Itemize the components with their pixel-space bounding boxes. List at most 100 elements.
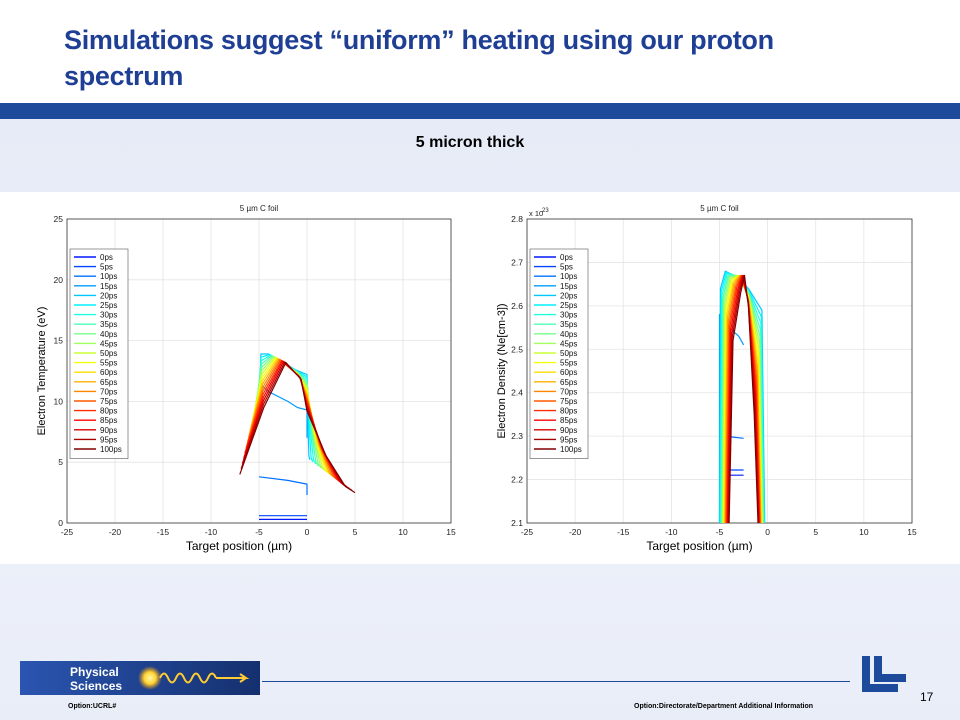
footer-left-text: Option:UCRL# [68, 703, 117, 710]
legend-label: 100ps [560, 445, 582, 454]
series-line [726, 274, 760, 524]
physical-sciences-logo: Physical Sciences [20, 661, 260, 695]
series-line [258, 353, 314, 463]
y-tick-label: 10 [54, 396, 64, 406]
series-line [256, 354, 317, 465]
legend-label: 10ps [560, 272, 577, 281]
y-tick-label: 2.5 [511, 344, 523, 354]
x-tick-label: -15 [617, 527, 630, 537]
logo-line2: Sciences [70, 679, 122, 693]
legend-label: 90ps [560, 426, 577, 435]
y-tick-label: 0 [58, 518, 63, 528]
y-axis-label: Electron Temperature (eV) [36, 307, 48, 436]
y-tick-label: 5 [58, 457, 63, 467]
y-multiplier: x 10 [529, 209, 543, 218]
charts-svg: -25 -20 -15 -10 -5 0 5 10 15 0 5 10 15 20 25 Target pos… [36, 204, 917, 553]
legend-label: 45ps [560, 339, 577, 348]
series-line [255, 355, 319, 467]
legend-label: 55ps [560, 359, 577, 368]
title-divider-bar [0, 103, 960, 119]
series-line [258, 476, 308, 495]
slide-subtitle: 5 micron thick [415, 134, 525, 151]
y-tick-label: 2.8 [511, 214, 523, 224]
series-line [241, 360, 350, 489]
x-tick-label: 5 [353, 527, 358, 537]
legend-label: 20ps [560, 291, 577, 300]
x-tick-label: -25 [61, 527, 74, 537]
legend-label: 85ps [100, 416, 117, 425]
legend-label: 15ps [100, 282, 117, 291]
x-tick-label: 15 [446, 527, 456, 537]
legend-label: 30ps [100, 311, 117, 320]
y-tick-label: 2.2 [511, 475, 523, 485]
x-tick-label: 0 [305, 527, 310, 537]
y-axis-label: Electron Density (Ne[cm-3]) [496, 303, 508, 438]
chart-title: 5 µm C foil [700, 204, 739, 213]
legend-label: 80ps [560, 407, 577, 416]
legend-label: 40ps [560, 330, 577, 339]
series-line [728, 274, 759, 524]
x-axis-label: Target position (µm) [186, 539, 292, 553]
legend-label: 50ps [100, 349, 117, 358]
y-tick-label: 2.1 [511, 518, 523, 528]
series-line [254, 355, 322, 469]
legend-label: 45ps [100, 339, 117, 348]
legend-label: 50ps [560, 349, 577, 358]
series-line [259, 353, 311, 460]
y-tick-label: 2.6 [511, 301, 523, 311]
y-exponent: 23 [542, 208, 549, 214]
x-tick-label: -10 [205, 527, 218, 537]
legend-label: 0ps [560, 253, 573, 262]
series-line [239, 361, 356, 494]
footer-right-text: Option:Directorate/Department Additional… [634, 703, 814, 710]
y-tick-label: 2.7 [511, 257, 523, 267]
legend-label: 90ps [100, 426, 117, 435]
legend-label: 95ps [100, 435, 117, 444]
legend-label: 65ps [560, 378, 577, 387]
legend-label: 95ps [560, 435, 577, 444]
series-line [253, 356, 325, 471]
legend-label: 5ps [100, 263, 113, 272]
x-tick-label: 10 [859, 527, 869, 537]
y-tick-label: 20 [54, 275, 64, 285]
x-tick-label: -10 [665, 527, 678, 537]
legend-label: 25ps [100, 301, 117, 310]
logo-line1: Physical [70, 665, 119, 679]
x-tick-label: -20 [569, 527, 582, 537]
legend-label: 0ps [100, 253, 113, 262]
x-tick-label: -20 [109, 527, 122, 537]
x-tick-label: 5 [813, 527, 818, 537]
legend-label: 55ps [100, 359, 117, 368]
legend-label: 35ps [100, 320, 117, 329]
series-line [251, 356, 328, 473]
x-tick-label: -25 [521, 527, 534, 537]
y-tick-label: 25 [54, 214, 64, 224]
legend-label: 75ps [100, 397, 117, 406]
legend-label: 100ps [100, 445, 122, 454]
x-axis-label: Target position (µm) [646, 539, 752, 553]
x-tick-label: 0 [765, 527, 770, 537]
x-tick-label: 10 [398, 527, 408, 537]
slide-title: Simulations suggest “uniform” heating us… [64, 25, 774, 91]
plot-panel: -25 -20 -15 -10 -5 0 5 10 15 0 5 10 15 20 25 Target pos… [0, 192, 960, 564]
y-tick-label: 2.3 [511, 431, 523, 441]
legend-label: 60ps [100, 368, 117, 377]
legend-label: 20ps [100, 291, 117, 300]
series-line [725, 274, 761, 524]
x-tick-label: -5 [716, 527, 724, 537]
series-line [727, 274, 760, 524]
legend-label: 70ps [100, 387, 117, 396]
page-number: 17 [920, 690, 934, 704]
legend-label: 80ps [100, 407, 117, 416]
y-tick-label: 15 [54, 336, 64, 346]
llnl-logo [858, 654, 910, 698]
legend-label: 30ps [560, 311, 577, 320]
legend-label: 10ps [100, 272, 117, 281]
legend-label: 60ps [560, 368, 577, 377]
x-tick-label: -5 [255, 527, 263, 537]
x-tick-label: 15 [907, 527, 917, 537]
legend-box [69, 248, 129, 459]
legend-label: 35ps [560, 320, 577, 329]
legend-label: 65ps [100, 378, 117, 387]
legend-label: 5ps [560, 263, 573, 272]
